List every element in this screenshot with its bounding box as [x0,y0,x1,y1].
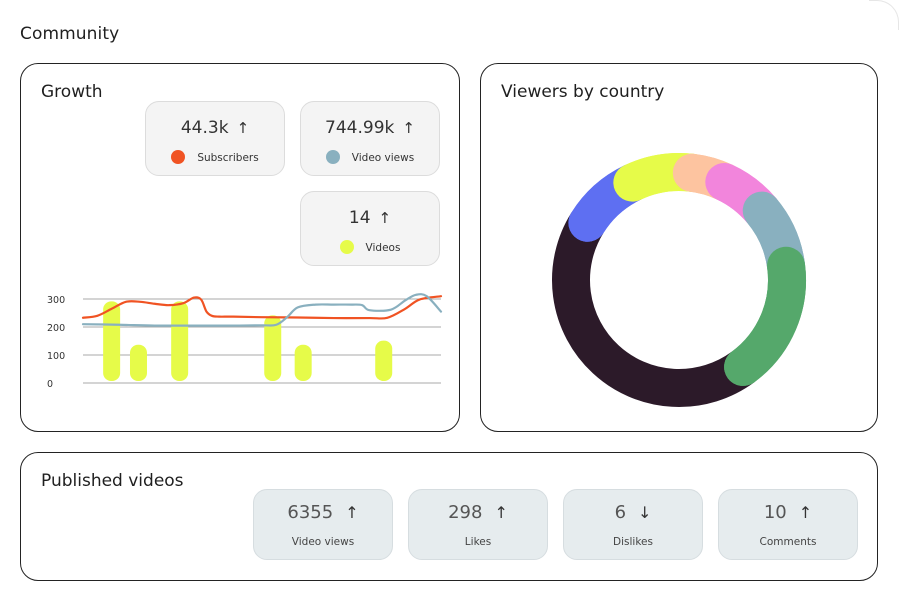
published-videos-card: Published videos 6355 ↑ Video views 298 ↑ … [20,452,878,581]
stat-video-views[interactable]: 744.99k ↑ Video views [300,101,440,176]
arrow-up-icon: ↑ [378,209,392,227]
stat-videos-label: Videos [365,242,401,254]
published-stat-video-views[interactable]: 6355 ↑ Video views [253,489,393,560]
bar [294,344,312,381]
arrow-up-icon: ↑ [798,503,813,522]
y-tick-label: 300 [47,295,65,306]
arrow-up-icon: ↑ [494,503,508,522]
bar [171,301,189,381]
stat-videos-value: 14 [348,208,371,228]
published-title: Published videos [41,471,184,491]
series-line-video-views [81,293,443,327]
y-tick-label: 200 [47,323,65,334]
window-corner [869,0,899,30]
donut-slice-segment [724,246,806,386]
published-dislikes-label: Dislikes [613,536,653,548]
series-line-subscribers [81,295,443,320]
subscribers-dot-icon [171,150,186,164]
stat-subscribers[interactable]: 44.3k ↑ Subscribers [145,101,285,176]
video-views-dot-icon [325,150,340,164]
growth-title: Growth [41,82,103,102]
published-stat-likes[interactable]: 298 ↑ Likes [408,489,548,560]
bar [375,340,393,381]
viewers-title: Viewers by country [501,82,665,102]
published-video-views-label: Video views [291,536,355,548]
y-tick-label: 0 [47,379,53,390]
donut-slice [552,212,755,407]
published-stat-dislikes[interactable]: 6 ↓ Dislikes [563,489,703,560]
published-likes-label: Likes [464,536,492,548]
viewers-by-country-card: Viewers by country [480,63,878,432]
stat-video-views-value: 744.99k [325,118,395,138]
published-comments-label: Comments [759,536,817,548]
published-comments-value: 10 [763,502,787,523]
page-title: Community [20,24,120,44]
stat-video-views-label: Video views [351,152,415,164]
viewers-donut-chart [552,153,806,407]
bar [129,344,147,381]
arrow-down-icon: ↓ [638,503,652,522]
y-tick-label: 100 [47,351,65,362]
bar [103,301,121,381]
arrow-up-icon: ↑ [402,119,415,137]
growth-card: Growth 300 200 100 0 44.3k ↑ Subscribers 744… [20,63,460,432]
published-likes-value: 298 [448,502,483,523]
published-stat-comments[interactable]: 10 ↑ Comments [718,489,858,560]
bar [264,315,282,381]
arrow-up-icon: ↑ [236,119,250,137]
arrow-up-icon: ↑ [345,503,359,522]
stat-subscribers-value: 44.3k [180,118,229,138]
stat-videos[interactable]: 14 ↑ Videos [300,191,440,266]
published-dislikes-value: 6 [614,502,627,523]
videos-dot-icon [339,240,354,254]
published-video-views-value: 6355 [287,502,334,523]
stat-subscribers-label: Subscribers [197,152,259,164]
growth-chart: 300 200 100 0 [47,293,443,390]
